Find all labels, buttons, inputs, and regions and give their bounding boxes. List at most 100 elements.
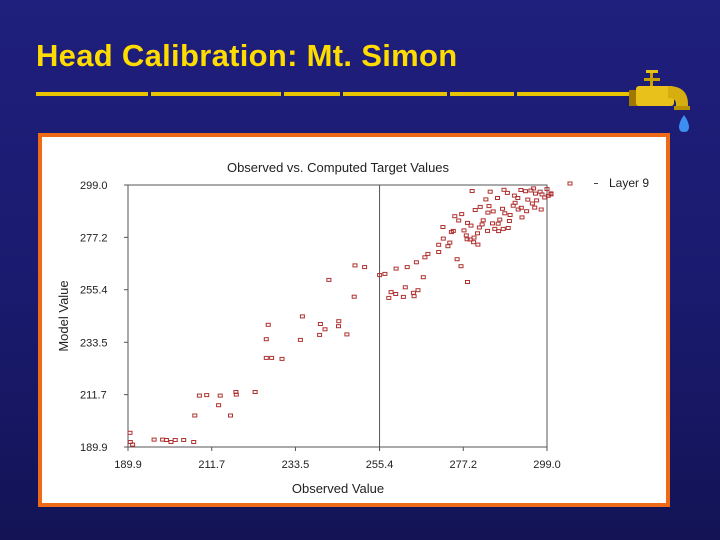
data-point <box>469 189 475 193</box>
data-point <box>500 206 505 211</box>
data-point <box>480 218 486 223</box>
data-point <box>497 217 503 222</box>
data-point <box>496 229 502 234</box>
scatter-chart: Observed vs. Computed Target Values 189.… <box>56 160 649 496</box>
x-tick-label: 277.2 <box>450 459 478 471</box>
data-point <box>483 197 489 202</box>
title-underline <box>36 92 634 96</box>
data-point <box>505 226 511 230</box>
data-point <box>456 218 462 223</box>
data-point <box>204 393 210 398</box>
y-axis-label: Model Value <box>56 280 71 351</box>
data-point <box>495 221 501 226</box>
data-point <box>515 196 521 200</box>
data-point <box>352 263 358 268</box>
data-point <box>512 200 518 205</box>
data-point <box>228 413 233 418</box>
x-tick-label: 299.0 <box>533 459 561 471</box>
data-point <box>492 226 498 231</box>
data-point <box>263 355 269 360</box>
legend-label: Layer 9 <box>609 176 649 190</box>
y-tick-label: 189.9 <box>80 442 108 454</box>
data-point <box>507 213 513 217</box>
data-point <box>425 251 431 256</box>
data-point <box>299 314 305 319</box>
data-point <box>518 205 524 210</box>
data-point <box>191 440 197 444</box>
y-tick-label: 277.2 <box>80 232 108 244</box>
data-point <box>326 277 332 282</box>
data-point <box>479 222 485 227</box>
data-point <box>528 188 534 193</box>
data-point <box>531 186 537 191</box>
data-point <box>269 355 275 360</box>
chart-panel: Observed vs. Computed Target Values 189.… <box>38 133 670 507</box>
data-point <box>404 265 410 270</box>
data-point <box>459 212 465 217</box>
data-point <box>400 294 406 299</box>
data-point <box>485 210 491 215</box>
data-point <box>523 189 528 194</box>
data-point <box>471 240 477 245</box>
data-point <box>252 390 258 394</box>
y-tick-label: 299.0 <box>80 180 108 192</box>
data-point <box>477 204 483 209</box>
data-point <box>440 225 446 229</box>
x-tick-label: 233.5 <box>282 459 310 471</box>
data-point <box>415 288 421 293</box>
data-point <box>386 295 392 300</box>
data-point <box>468 223 474 228</box>
data-point <box>544 187 550 192</box>
data-point <box>413 260 419 265</box>
data-point <box>317 332 323 337</box>
data-point <box>420 275 426 280</box>
data-point <box>504 190 510 195</box>
data-point <box>464 237 470 242</box>
data-point <box>297 337 303 342</box>
data-point <box>538 207 544 212</box>
x-tick-label: 189.9 <box>114 459 142 471</box>
data-point <box>445 244 451 249</box>
data-point <box>533 191 538 196</box>
data-point <box>502 211 508 216</box>
data-point <box>486 204 492 209</box>
x-axis-label: Observed Value <box>292 481 384 496</box>
data-point <box>532 205 538 210</box>
y-tick-label: 211.7 <box>80 390 107 402</box>
chart-title: Observed vs. Computed Target Values <box>227 160 450 175</box>
x-tick-label: 211.7 <box>198 459 225 471</box>
x-axis: 189.9 211.7 233.5 255.4 277.2 299.0 <box>114 447 561 471</box>
data-point <box>452 214 458 219</box>
data-point <box>548 192 554 197</box>
data-point <box>322 327 328 332</box>
data-point <box>196 393 202 398</box>
data-point <box>447 240 453 245</box>
data-point <box>475 231 480 236</box>
data-point <box>163 438 169 442</box>
data-point <box>501 187 507 192</box>
data-point <box>344 332 350 337</box>
y-tick-label: 255.4 <box>80 285 108 297</box>
data-point <box>490 221 495 226</box>
data-point <box>529 201 535 206</box>
data-point <box>151 437 157 442</box>
data-point <box>172 438 178 442</box>
data-point <box>476 225 482 230</box>
data-point <box>450 228 456 233</box>
data-point <box>539 192 545 197</box>
data-point <box>388 290 394 295</box>
data-point <box>511 193 517 198</box>
faucet-icon <box>629 70 690 132</box>
data-point <box>465 280 470 284</box>
data-point <box>181 438 187 442</box>
data-point <box>382 271 388 276</box>
data-point <box>506 219 512 223</box>
data-point <box>265 322 271 327</box>
data-point <box>436 242 442 247</box>
data-point <box>534 198 540 203</box>
data-point <box>490 209 496 214</box>
scatter-points <box>127 186 554 447</box>
data-point <box>487 189 493 194</box>
data-point <box>518 188 524 192</box>
data-point <box>192 413 198 418</box>
